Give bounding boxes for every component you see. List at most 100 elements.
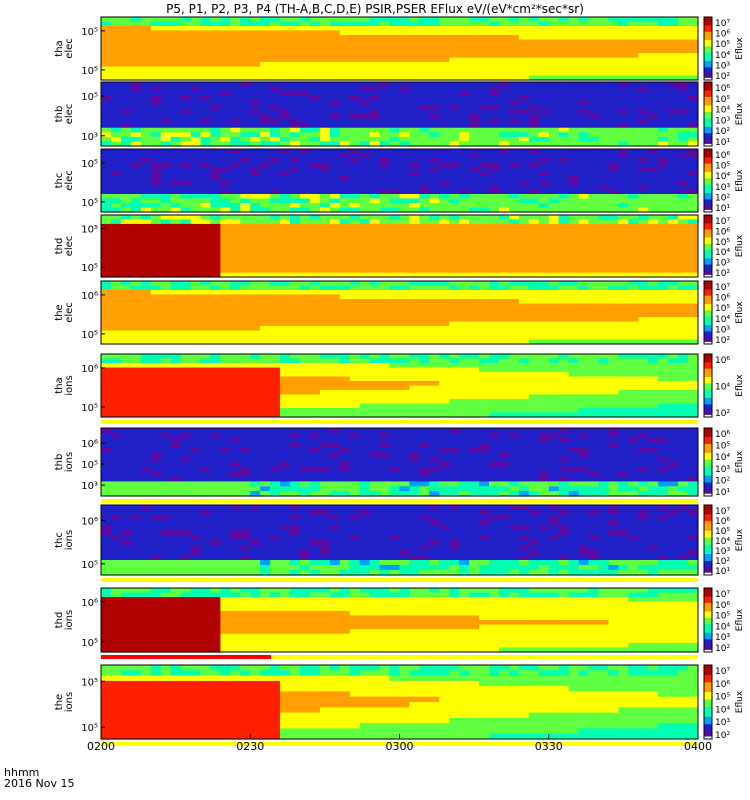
spectrogram-cell bbox=[568, 250, 580, 256]
spectrogram-cell bbox=[578, 26, 590, 32]
spectrogram-cell bbox=[449, 185, 460, 191]
spectrogram-cell bbox=[449, 241, 460, 247]
spectrogram-cell bbox=[290, 158, 301, 164]
spectrogram-cell bbox=[300, 232, 311, 238]
spectrogram-cell bbox=[220, 237, 231, 243]
spectrogram-cell bbox=[101, 66, 112, 72]
spectrogram-cell bbox=[479, 189, 490, 195]
spectrogram-cell bbox=[379, 321, 391, 327]
spectrogram-cell bbox=[628, 104, 639, 111]
spectrogram-cell bbox=[210, 109, 221, 115]
spectrogram-cell bbox=[300, 26, 311, 32]
spectrogram-cell bbox=[518, 167, 530, 173]
spectrogram-cell bbox=[240, 339, 251, 345]
spectrogram-cell bbox=[479, 254, 490, 260]
spectrogram-cell bbox=[359, 321, 371, 327]
spectrogram-cell bbox=[508, 268, 520, 274]
spectrogram-cell bbox=[300, 219, 311, 225]
spectrogram-cell bbox=[270, 219, 281, 225]
spectrogram-cell bbox=[379, 294, 391, 300]
spectrogram-cell bbox=[130, 308, 142, 314]
spectrogram-cell bbox=[419, 189, 430, 195]
spectrogram-cell bbox=[349, 149, 361, 155]
spectrogram-cell bbox=[419, 285, 430, 291]
spectrogram-cell bbox=[290, 268, 301, 274]
spectrogram-cell bbox=[170, 132, 182, 138]
colorbar-tick-label: 10³ bbox=[715, 183, 730, 193]
spectrogram-cell bbox=[180, 381, 192, 387]
spectrogram-cell bbox=[180, 114, 192, 120]
spectrogram-cell bbox=[379, 132, 391, 138]
spectrogram-cell bbox=[130, 408, 142, 414]
spectrogram-cell bbox=[419, 321, 430, 327]
spectrogram-cell bbox=[399, 203, 410, 209]
spectrogram-cell bbox=[101, 330, 112, 336]
spectrogram-cell bbox=[339, 299, 351, 305]
spectrogram-cell bbox=[409, 194, 420, 200]
spectrogram-cell bbox=[419, 272, 430, 278]
spectrogram-cell bbox=[190, 223, 202, 229]
spectrogram-cell bbox=[240, 207, 251, 213]
spectrogram-cell bbox=[200, 290, 211, 296]
spectrogram-cell bbox=[280, 109, 291, 115]
spectrogram-cell bbox=[290, 82, 301, 88]
spectrogram-cell bbox=[150, 308, 162, 314]
spectrogram-cell bbox=[439, 171, 450, 177]
spectrogram-cell bbox=[379, 162, 391, 168]
spectrogram-cell bbox=[200, 372, 211, 378]
spectrogram-cell bbox=[578, 48, 590, 54]
spectrogram-cell bbox=[339, 95, 351, 101]
spectrogram-cell bbox=[170, 237, 182, 243]
spectrogram-cell bbox=[290, 254, 301, 260]
spectrogram-cell bbox=[200, 198, 211, 204]
spectrogram-cell bbox=[230, 308, 241, 314]
spectrogram-cell bbox=[150, 95, 162, 101]
spectrogram-cell bbox=[140, 250, 152, 256]
spectrogram-cell bbox=[190, 109, 202, 115]
spectrogram-cell bbox=[170, 381, 182, 387]
spectrogram-cell bbox=[489, 376, 500, 382]
spectrogram-cell bbox=[369, 167, 381, 173]
colorbar-segment bbox=[704, 52, 712, 56]
spectrogram-cell bbox=[419, 263, 430, 269]
spectrogram-cell bbox=[508, 114, 520, 120]
spectrogram-cell bbox=[280, 86, 291, 92]
spectrogram-cell bbox=[688, 48, 699, 54]
spectrogram-cell bbox=[101, 326, 112, 332]
spectrogram-cell bbox=[588, 39, 599, 45]
spectrogram-cell bbox=[568, 317, 580, 323]
spectrogram-cell bbox=[578, 153, 590, 159]
spectrogram-cell bbox=[409, 268, 420, 274]
spectrogram-cell bbox=[389, 330, 400, 336]
spectrogram-cell bbox=[140, 86, 152, 92]
spectrogram-cell bbox=[558, 339, 570, 345]
spectrogram-cell bbox=[439, 39, 450, 45]
spectrogram-cell bbox=[369, 308, 381, 314]
spectrogram-cell bbox=[389, 17, 400, 23]
spectrogram-cell bbox=[170, 71, 182, 77]
spectrogram-cell bbox=[170, 158, 182, 164]
spectrogram-cell bbox=[409, 203, 420, 209]
spectrogram-cell bbox=[150, 312, 162, 318]
spectrogram-cell bbox=[170, 91, 182, 97]
spectrogram-cell bbox=[170, 312, 182, 318]
spectrogram-cell bbox=[389, 281, 400, 287]
spectrogram-cell bbox=[638, 281, 649, 287]
spectrogram-cell bbox=[429, 21, 440, 27]
spectrogram-cell bbox=[240, 272, 251, 278]
spectrogram-cell bbox=[240, 30, 251, 36]
spectrogram-cell bbox=[111, 180, 122, 186]
colorbar-segment bbox=[704, 312, 712, 316]
spectrogram-cell bbox=[499, 118, 510, 124]
spectrogram-cell bbox=[260, 354, 271, 360]
spectrogram-cell bbox=[240, 71, 251, 77]
spectrogram-cell bbox=[479, 372, 490, 378]
spectrogram-cell bbox=[280, 118, 291, 124]
spectrogram-cell bbox=[190, 123, 202, 129]
spectrogram-cell bbox=[130, 100, 142, 106]
spectrogram-cell bbox=[688, 109, 699, 115]
spectrogram-cell bbox=[419, 403, 430, 409]
spectrogram-cell bbox=[270, 241, 281, 247]
spectrogram-cell bbox=[598, 62, 609, 68]
spectrogram-cell bbox=[101, 272, 112, 278]
